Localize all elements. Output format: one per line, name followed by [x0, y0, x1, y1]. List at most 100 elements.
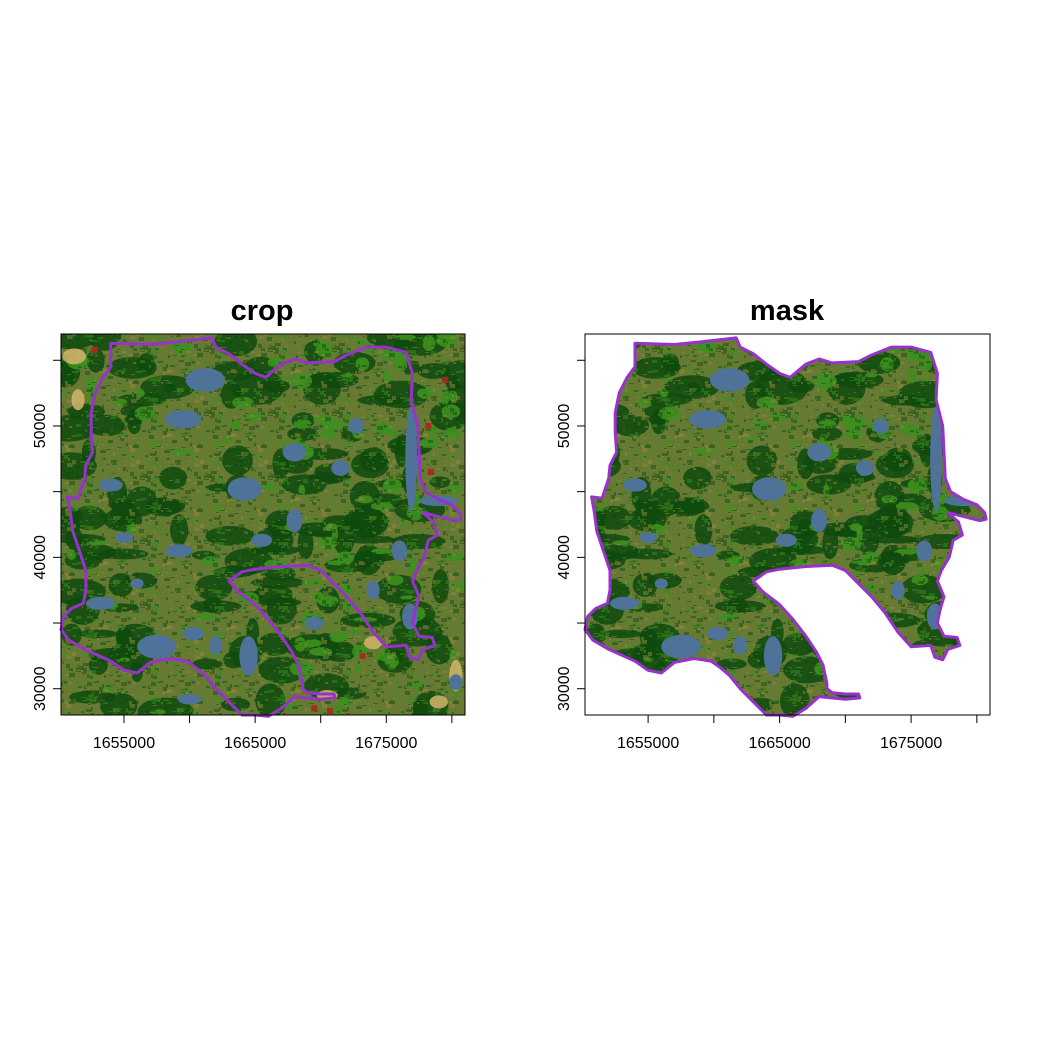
deciduous-patch	[842, 594, 864, 607]
conifer-patch	[970, 374, 985, 391]
conifer-patch	[828, 340, 850, 363]
water-body	[829, 616, 848, 630]
water-body	[164, 410, 202, 429]
deciduous-patch	[947, 337, 961, 352]
developed-patch	[92, 346, 99, 353]
deciduous-patch	[674, 709, 690, 715]
water-body	[282, 443, 307, 462]
deciduous-patch	[968, 552, 987, 561]
deciduous-patch	[909, 653, 924, 669]
water-body	[366, 580, 380, 600]
water-body	[974, 674, 987, 691]
conifer-patch	[965, 360, 987, 390]
water-body	[763, 636, 783, 676]
water-body	[348, 418, 365, 434]
developed-patch	[425, 422, 432, 429]
conifer-patch	[954, 476, 976, 488]
deciduous-patch	[853, 632, 873, 643]
deciduous-patch	[826, 579, 847, 586]
panel-mask: mask 1655000 1665000 1675000 30000 40000 5000…	[556, 295, 991, 752]
developed-patch	[326, 708, 333, 715]
conifer-patch	[839, 632, 861, 662]
deciduous-patch	[961, 337, 983, 347]
conifer-patch	[942, 363, 976, 379]
water-body	[916, 540, 933, 562]
deciduous-patch	[879, 665, 886, 674]
deciduous-patch	[833, 647, 857, 656]
deciduous-patch	[965, 390, 975, 405]
water-body	[239, 636, 258, 676]
deciduous-patch	[875, 627, 886, 634]
deciduous-patch	[591, 550, 600, 560]
deciduous-patch	[978, 581, 987, 592]
deciduous-patch	[840, 343, 859, 357]
y-tick-label: 50000	[556, 404, 573, 449]
x-tick-label: 1665000	[224, 735, 286, 752]
conifer-patch	[661, 697, 718, 717]
y-tick-label: 50000	[32, 404, 49, 449]
panel-crop: crop 1655000 1665000 1675000 30000 40000 5000…	[32, 295, 466, 752]
water-body	[449, 674, 463, 691]
water-body	[286, 508, 303, 533]
water-body	[331, 460, 350, 476]
water-body	[690, 544, 717, 558]
conifer-patch	[776, 576, 829, 589]
deciduous-patch	[972, 482, 986, 494]
x-tick-label: 1675000	[880, 735, 942, 752]
conifer-patch	[957, 569, 974, 604]
conifer-patch	[937, 698, 953, 717]
water-body	[114, 532, 134, 543]
water-body	[209, 636, 223, 655]
developed-patch	[442, 376, 449, 383]
deciduous-patch	[952, 425, 963, 437]
deciduous-patch	[918, 337, 942, 340]
deciduous-patch	[974, 390, 983, 402]
conifer-patch	[783, 598, 827, 607]
conifer-patch	[585, 337, 623, 350]
deciduous-patch	[862, 696, 876, 709]
water-body	[654, 578, 668, 589]
water-body	[391, 540, 408, 562]
raster-texture	[61, 334, 465, 715]
conifer-patch	[585, 362, 599, 387]
conifer-patch	[593, 690, 640, 704]
water-body	[185, 368, 225, 392]
water-body	[177, 693, 202, 705]
deciduous-patch	[968, 427, 985, 441]
y-tick-label: 40000	[556, 535, 573, 580]
deciduous-patch	[944, 437, 965, 448]
deciduous-patch	[825, 611, 849, 627]
water-body	[165, 544, 193, 558]
water-body	[707, 626, 729, 641]
water-body	[85, 596, 115, 610]
deciduous-patch	[911, 659, 921, 671]
developed-patch	[427, 468, 434, 475]
water-body	[405, 406, 418, 512]
deciduous-patch	[828, 639, 847, 648]
water-body	[137, 634, 177, 659]
cropland-patch	[71, 389, 85, 411]
conifer-patch	[791, 592, 822, 625]
water-body	[807, 443, 831, 462]
cropland-patch	[429, 695, 448, 709]
plot-frame	[60, 333, 466, 716]
water-body	[251, 533, 273, 547]
deciduous-patch	[941, 387, 959, 399]
deciduous-patch	[837, 341, 857, 348]
deciduous-patch	[609, 378, 620, 390]
deciduous-patch	[819, 637, 831, 652]
water-body	[638, 532, 658, 543]
water-body	[227, 477, 262, 501]
conifer-patch	[937, 690, 974, 717]
deciduous-patch	[974, 649, 982, 661]
water-body	[872, 418, 889, 434]
water-body	[130, 578, 144, 589]
conifer-patch	[954, 401, 987, 432]
cropland-patch	[62, 348, 86, 365]
y-tick-label: 40000	[32, 535, 49, 580]
deciduous-patch	[876, 644, 892, 659]
deciduous-patch	[966, 404, 986, 419]
deciduous-patch	[838, 591, 849, 603]
panel-title-crop: crop	[231, 295, 294, 327]
